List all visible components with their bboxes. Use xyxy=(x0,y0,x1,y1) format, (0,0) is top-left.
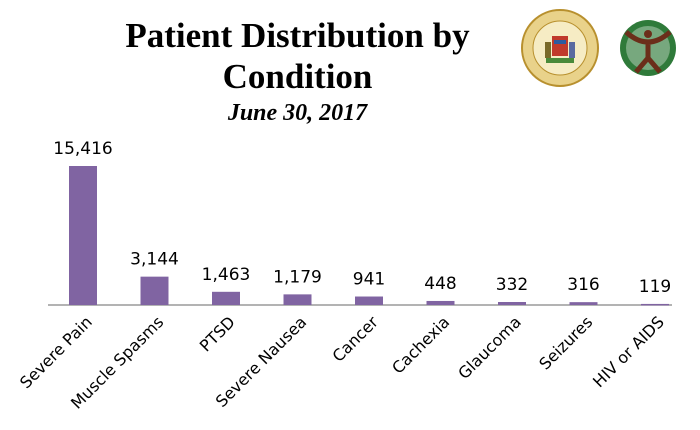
data-label: 1,463 xyxy=(202,265,251,285)
bar xyxy=(569,302,598,305)
bar xyxy=(498,302,526,305)
data-label: 332 xyxy=(496,275,528,295)
bar xyxy=(212,291,240,305)
bar xyxy=(69,166,97,305)
x-tick-label: Seizures xyxy=(535,312,596,373)
bar xyxy=(355,296,383,305)
x-tick-label: Glaucoma xyxy=(454,312,525,383)
x-tick-label: PTSD xyxy=(196,312,239,355)
data-label: 448 xyxy=(424,274,456,294)
state-of-hawaii-seal-logo xyxy=(521,9,599,87)
data-label: 119 xyxy=(639,277,671,297)
bar xyxy=(140,276,169,305)
chart-title-line-1: Patient Distribution by xyxy=(125,16,470,55)
chart-subtitle: June 30, 2017 xyxy=(227,100,368,126)
bar xyxy=(426,300,455,305)
x-tick-label: Cancer xyxy=(329,312,383,366)
department-of-health-logo xyxy=(620,20,676,76)
x-tick-label: HIV or AIDS xyxy=(589,312,668,391)
bar xyxy=(283,294,312,305)
data-label: 1,179 xyxy=(273,267,322,287)
bar xyxy=(641,303,669,306)
x-tick-label: Severe Pain xyxy=(16,312,96,392)
data-label: 941 xyxy=(353,270,385,290)
x-tick-label: Cachexia xyxy=(388,312,453,377)
data-label: 15,416 xyxy=(53,139,112,159)
chart-title-line-2: Condition xyxy=(222,57,373,96)
data-label: 316 xyxy=(567,275,599,295)
data-label: 3,144 xyxy=(130,250,179,270)
